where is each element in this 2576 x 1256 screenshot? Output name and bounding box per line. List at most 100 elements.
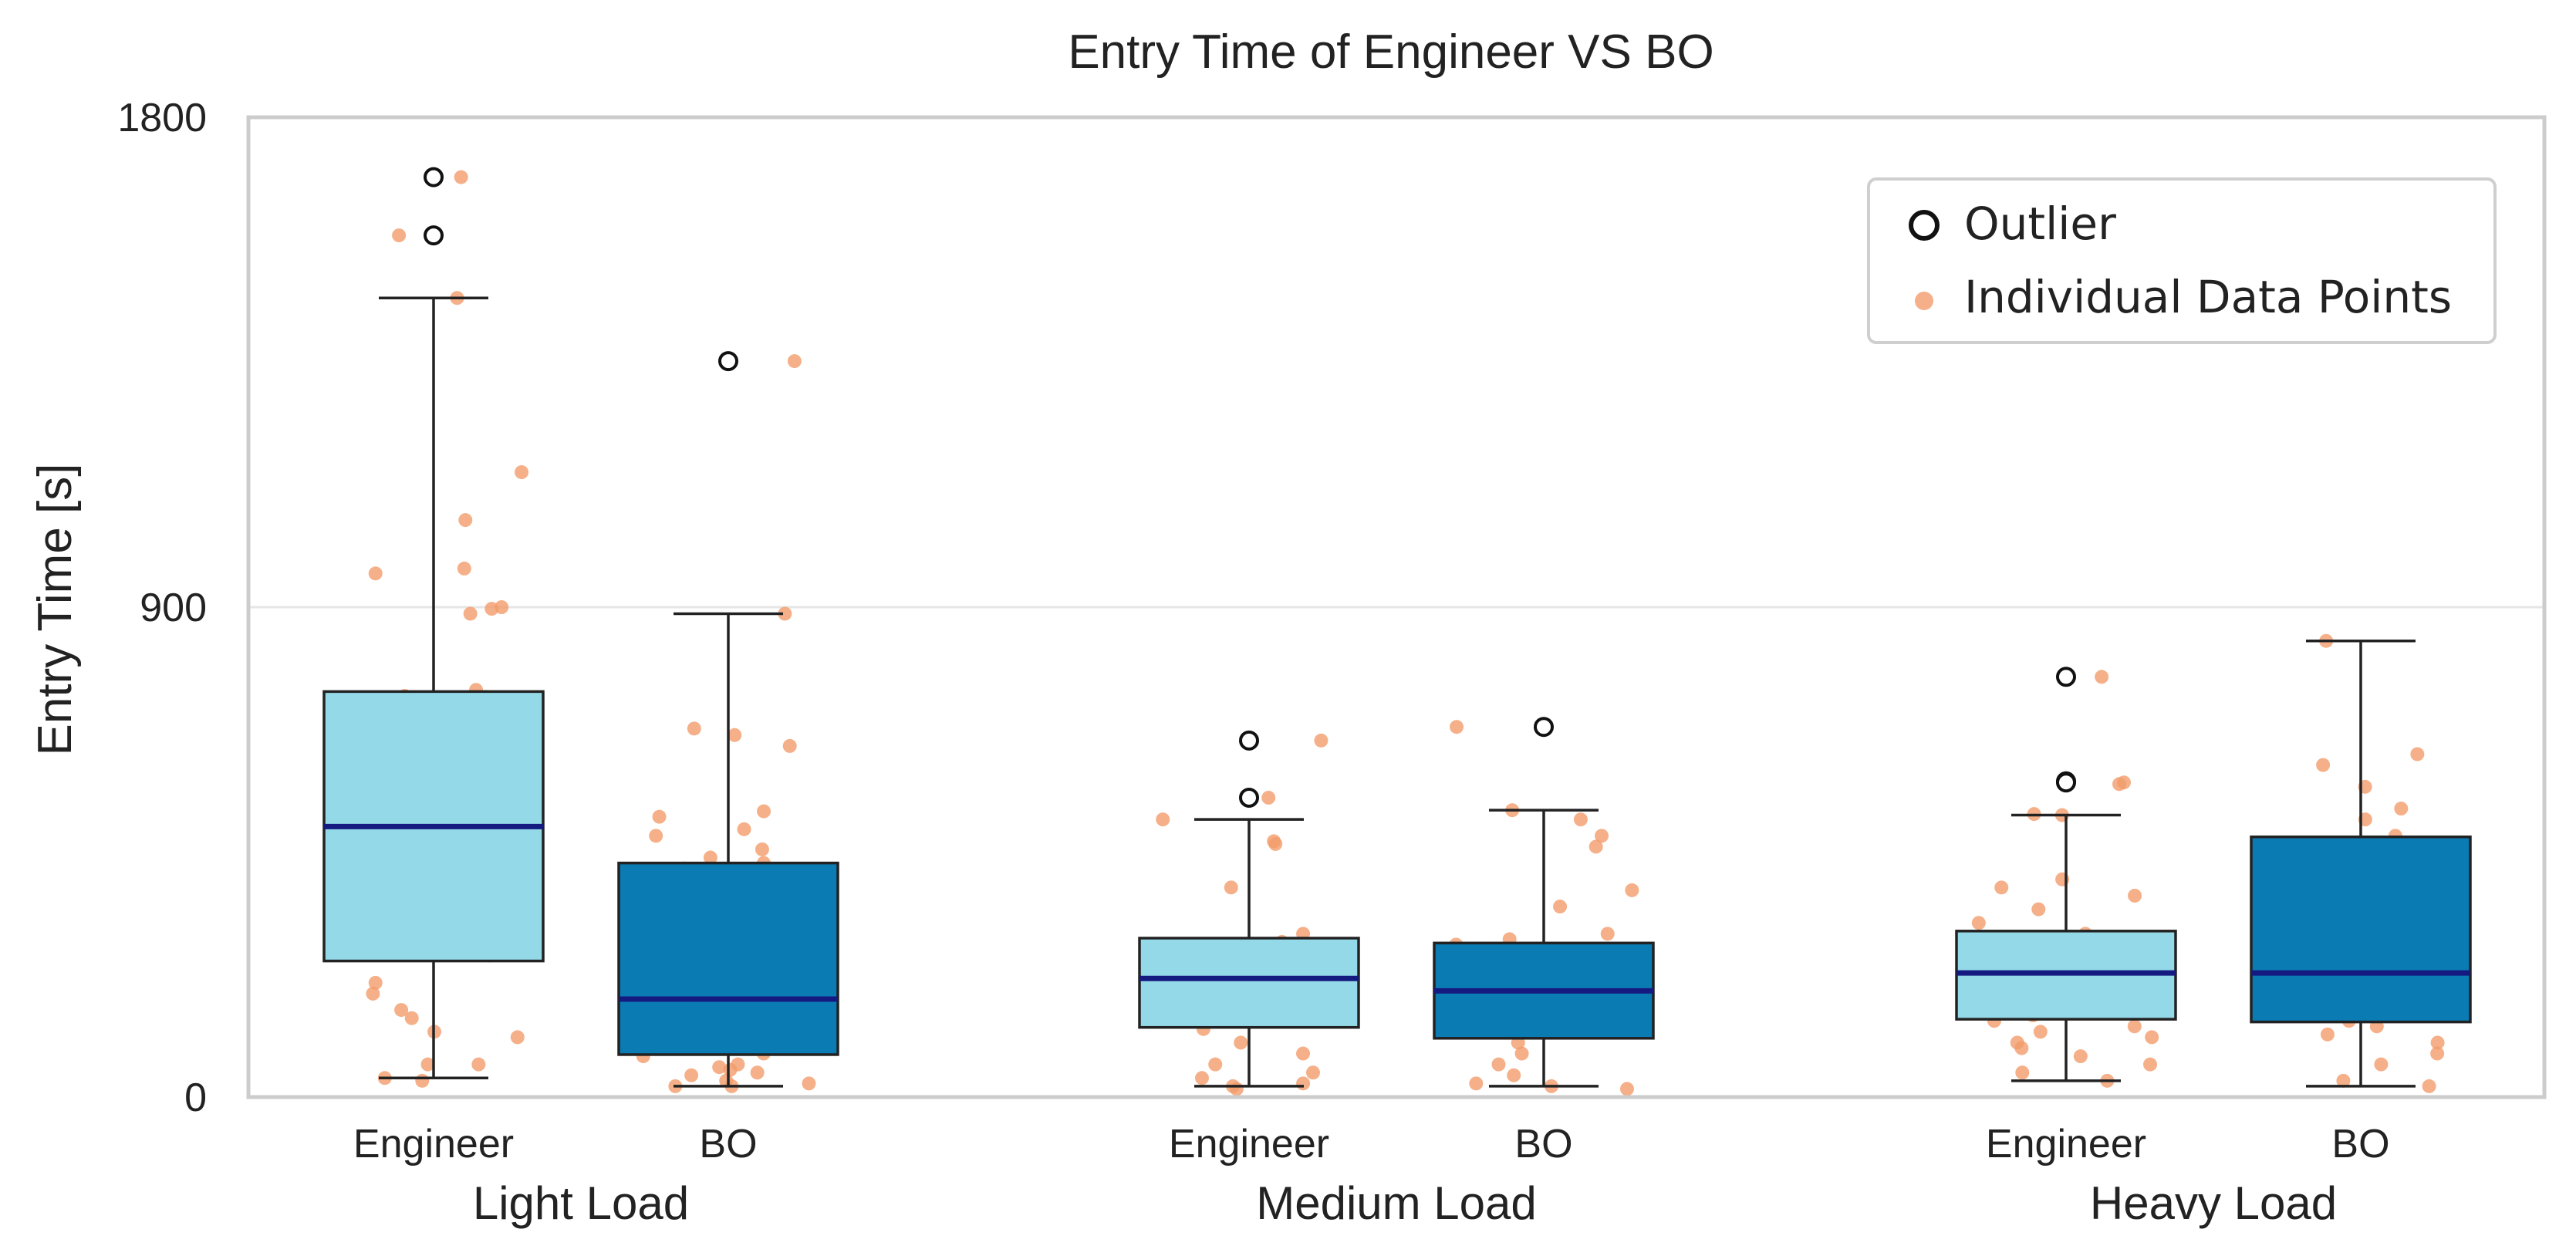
- data-point: [652, 809, 667, 824]
- data-point: [510, 1030, 525, 1045]
- data-point: [802, 1076, 816, 1091]
- data-point: [484, 602, 499, 616]
- group-label: Light Load: [473, 1177, 689, 1229]
- data-point: [404, 1011, 419, 1025]
- outlier-point: [1239, 730, 1259, 751]
- data-point: [787, 354, 802, 369]
- data-point: [2336, 1073, 2351, 1088]
- data-point: [1620, 1082, 1635, 1096]
- data-point: [703, 850, 717, 865]
- data-point: [2394, 802, 2409, 816]
- outlier-point: [2056, 772, 2076, 793]
- data-point: [392, 228, 407, 243]
- data-point: [1553, 900, 1568, 914]
- data-point: [471, 1057, 486, 1072]
- data-point: [454, 170, 468, 184]
- data-point: [687, 721, 701, 736]
- data-point: [2015, 1065, 2030, 1080]
- category-label: Engineer: [1169, 1122, 1329, 1167]
- data-point: [1296, 1046, 1311, 1061]
- data-point: [366, 986, 380, 1001]
- outlier-point: [2056, 667, 2076, 687]
- data-point: [2430, 1046, 2445, 1061]
- legend: Outlier Individual Data Points: [1867, 177, 2497, 344]
- data-point: [1305, 1065, 1320, 1080]
- data-point: [1600, 927, 1615, 941]
- box-layer: [322, 296, 2472, 1088]
- data-point: [750, 1065, 765, 1080]
- legend-outlier-marker: [1909, 210, 1940, 241]
- data-point: [782, 738, 797, 753]
- data-point: [2127, 1019, 2142, 1034]
- data-point: [1229, 1082, 1244, 1096]
- y-tick-label: 900: [140, 586, 207, 630]
- data-point: [2014, 1041, 2029, 1055]
- group-label: Medium Load: [1256, 1177, 1537, 1229]
- tick-layer: 0 900 1800: [117, 96, 207, 1120]
- y-axis-label: Entry Time [s]: [29, 464, 82, 756]
- outlier-point: [424, 167, 444, 187]
- data-point: [1261, 790, 1276, 805]
- data-point: [1994, 880, 2009, 895]
- data-point: [757, 804, 771, 819]
- data-point: [2410, 747, 2425, 761]
- plot-frame: [246, 115, 2547, 1099]
- data-point: [2374, 1057, 2389, 1072]
- data-point: [2031, 902, 2046, 917]
- data-point: [394, 1003, 409, 1018]
- data-point: [2430, 1035, 2445, 1050]
- category-label: BO: [699, 1122, 757, 1167]
- data-point: [458, 513, 473, 528]
- category-label: Engineer: [353, 1122, 514, 1167]
- data-point: [1595, 829, 1609, 843]
- outlier-point: [424, 225, 444, 246]
- data-point: [2112, 777, 2127, 792]
- data-point: [1588, 839, 1603, 854]
- data-point: [2128, 888, 2142, 903]
- data-point: [1194, 1071, 1209, 1085]
- data-point: [1450, 720, 1464, 734]
- data-point: [2422, 1079, 2436, 1093]
- data-point: [2033, 1025, 2048, 1039]
- data-point: [368, 566, 383, 581]
- category-label: Engineer: [1986, 1122, 2146, 1167]
- outlier-point: [718, 351, 738, 372]
- data-point: [1469, 1076, 1484, 1091]
- data-point: [2143, 1057, 2158, 1072]
- legend-box: [1867, 177, 2497, 344]
- data-point: [368, 975, 383, 990]
- category-label: BO: [2331, 1122, 2389, 1167]
- data-point: [1314, 733, 1329, 748]
- data-point: [684, 1068, 699, 1082]
- data-point: [1507, 1068, 1521, 1082]
- data-point: [2316, 758, 2331, 772]
- data-point: [1971, 916, 1986, 930]
- data-point: [2073, 1049, 2088, 1064]
- data-point: [755, 842, 769, 856]
- data-point: [515, 465, 529, 480]
- data-point: [1514, 1046, 1529, 1061]
- category-label-layer: Light Load Engineer BO Medium Load Engineer B…: [353, 1122, 2390, 1229]
- data-point: [2095, 670, 2109, 684]
- data-point: [728, 728, 742, 742]
- legend-points-label: Individual Data Points: [1964, 271, 2452, 323]
- data-point: [1573, 812, 1588, 827]
- data-point: [463, 606, 478, 621]
- y-tick-label: 0: [184, 1075, 207, 1120]
- data-point: [1625, 883, 1639, 897]
- data-point: [649, 829, 663, 843]
- data-point: [778, 606, 792, 621]
- data-point: [2320, 1027, 2335, 1042]
- data-point: [712, 1060, 727, 1075]
- data-point: [1268, 836, 1283, 851]
- box-iqr: [2250, 835, 2472, 1024]
- legend-points-marker: [1915, 292, 1933, 310]
- data-point: [1156, 812, 1170, 827]
- legend-outlier-label: Outlier: [1964, 198, 2116, 250]
- data-point: [1208, 1057, 1223, 1072]
- outlier-layer: [424, 167, 2076, 808]
- data-point: [2145, 1030, 2159, 1045]
- data-point: [737, 822, 751, 836]
- data-point: [1491, 1057, 1506, 1072]
